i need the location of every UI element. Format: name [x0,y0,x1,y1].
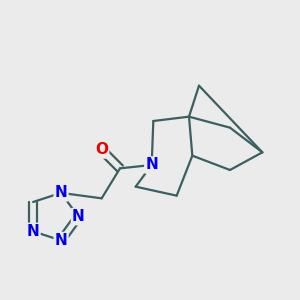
Text: N: N [72,209,85,224]
Text: N: N [27,224,40,239]
Text: O: O [95,142,108,158]
Text: N: N [55,185,68,200]
Text: N: N [55,233,68,248]
Text: N: N [145,158,158,172]
